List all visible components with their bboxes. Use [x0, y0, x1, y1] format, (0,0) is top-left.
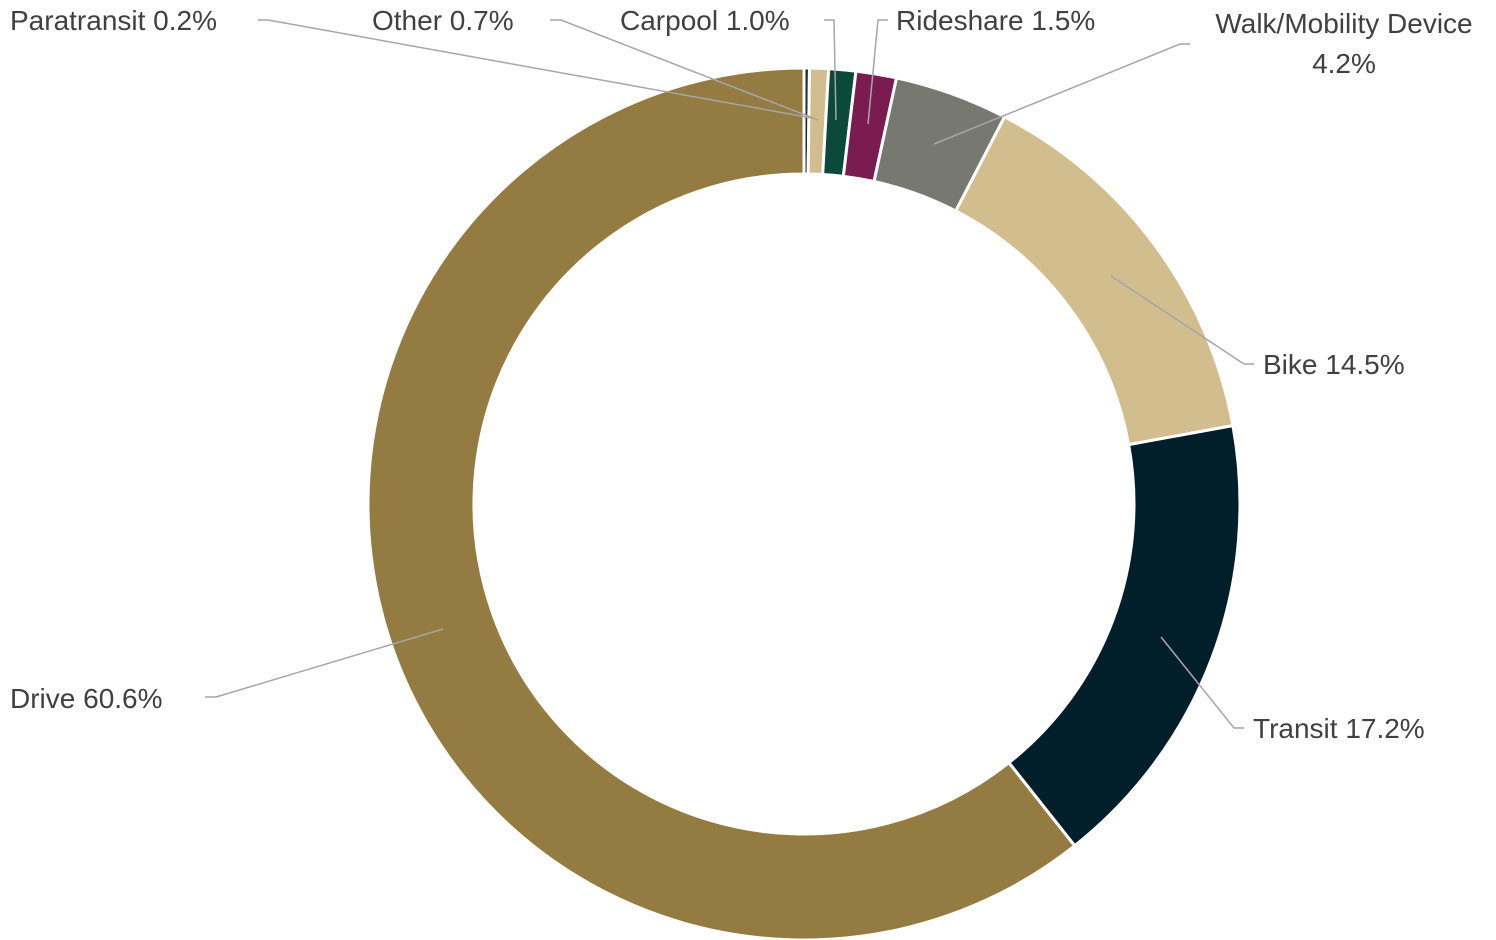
- label-line: Rideshare 1.5%: [896, 5, 1095, 36]
- leader-line-paratransit: [258, 19, 813, 119]
- label-line: Bike 14.5%: [1263, 349, 1405, 380]
- label-walk-mobility-device: Walk/Mobility Device 4.2%: [1215, 8, 1472, 79]
- label-bike: Bike 14.5%: [1263, 349, 1405, 380]
- label-line: Walk/Mobility Device: [1215, 8, 1472, 39]
- leader-line-rideshare: [867, 19, 888, 125]
- label-line: Carpool 1.0%: [620, 5, 790, 36]
- label-line: Drive 60.6%: [10, 683, 163, 714]
- slice-bike: [953, 114, 1235, 447]
- leader-lines: [205, 19, 1254, 729]
- label-paratransit: Paratransit 0.2%: [10, 5, 217, 36]
- label-transit: Transit 17.2%: [1253, 713, 1425, 744]
- leader-line-transit: [1160, 636, 1244, 729]
- slice-transit: [1006, 423, 1242, 848]
- label-line: Paratransit 0.2%: [10, 5, 217, 36]
- leader-line-drive: [205, 628, 444, 698]
- leader-line-bike: [1110, 275, 1254, 365]
- leader-line-carpool: [824, 19, 837, 121]
- slice-labels: Paratransit 0.2% Other 0.7% Carpool 1.0% Ri…: [10, 5, 1473, 744]
- label-other: Other 0.7%: [372, 5, 514, 36]
- slice-drive: [366, 66, 1077, 940]
- label-line: Transit 17.2%: [1253, 713, 1425, 744]
- donut-slices: [366, 66, 1242, 940]
- label-carpool: Carpool 1.0%: [620, 5, 790, 36]
- leader-line-other: [550, 19, 819, 121]
- label-drive: Drive 60.6%: [10, 683, 163, 714]
- label-rideshare: Rideshare 1.5%: [896, 5, 1095, 36]
- leader-line-walk-mobility-device: [933, 43, 1190, 145]
- label-line: Other 0.7%: [372, 5, 514, 36]
- label-line: 4.2%: [1312, 48, 1376, 79]
